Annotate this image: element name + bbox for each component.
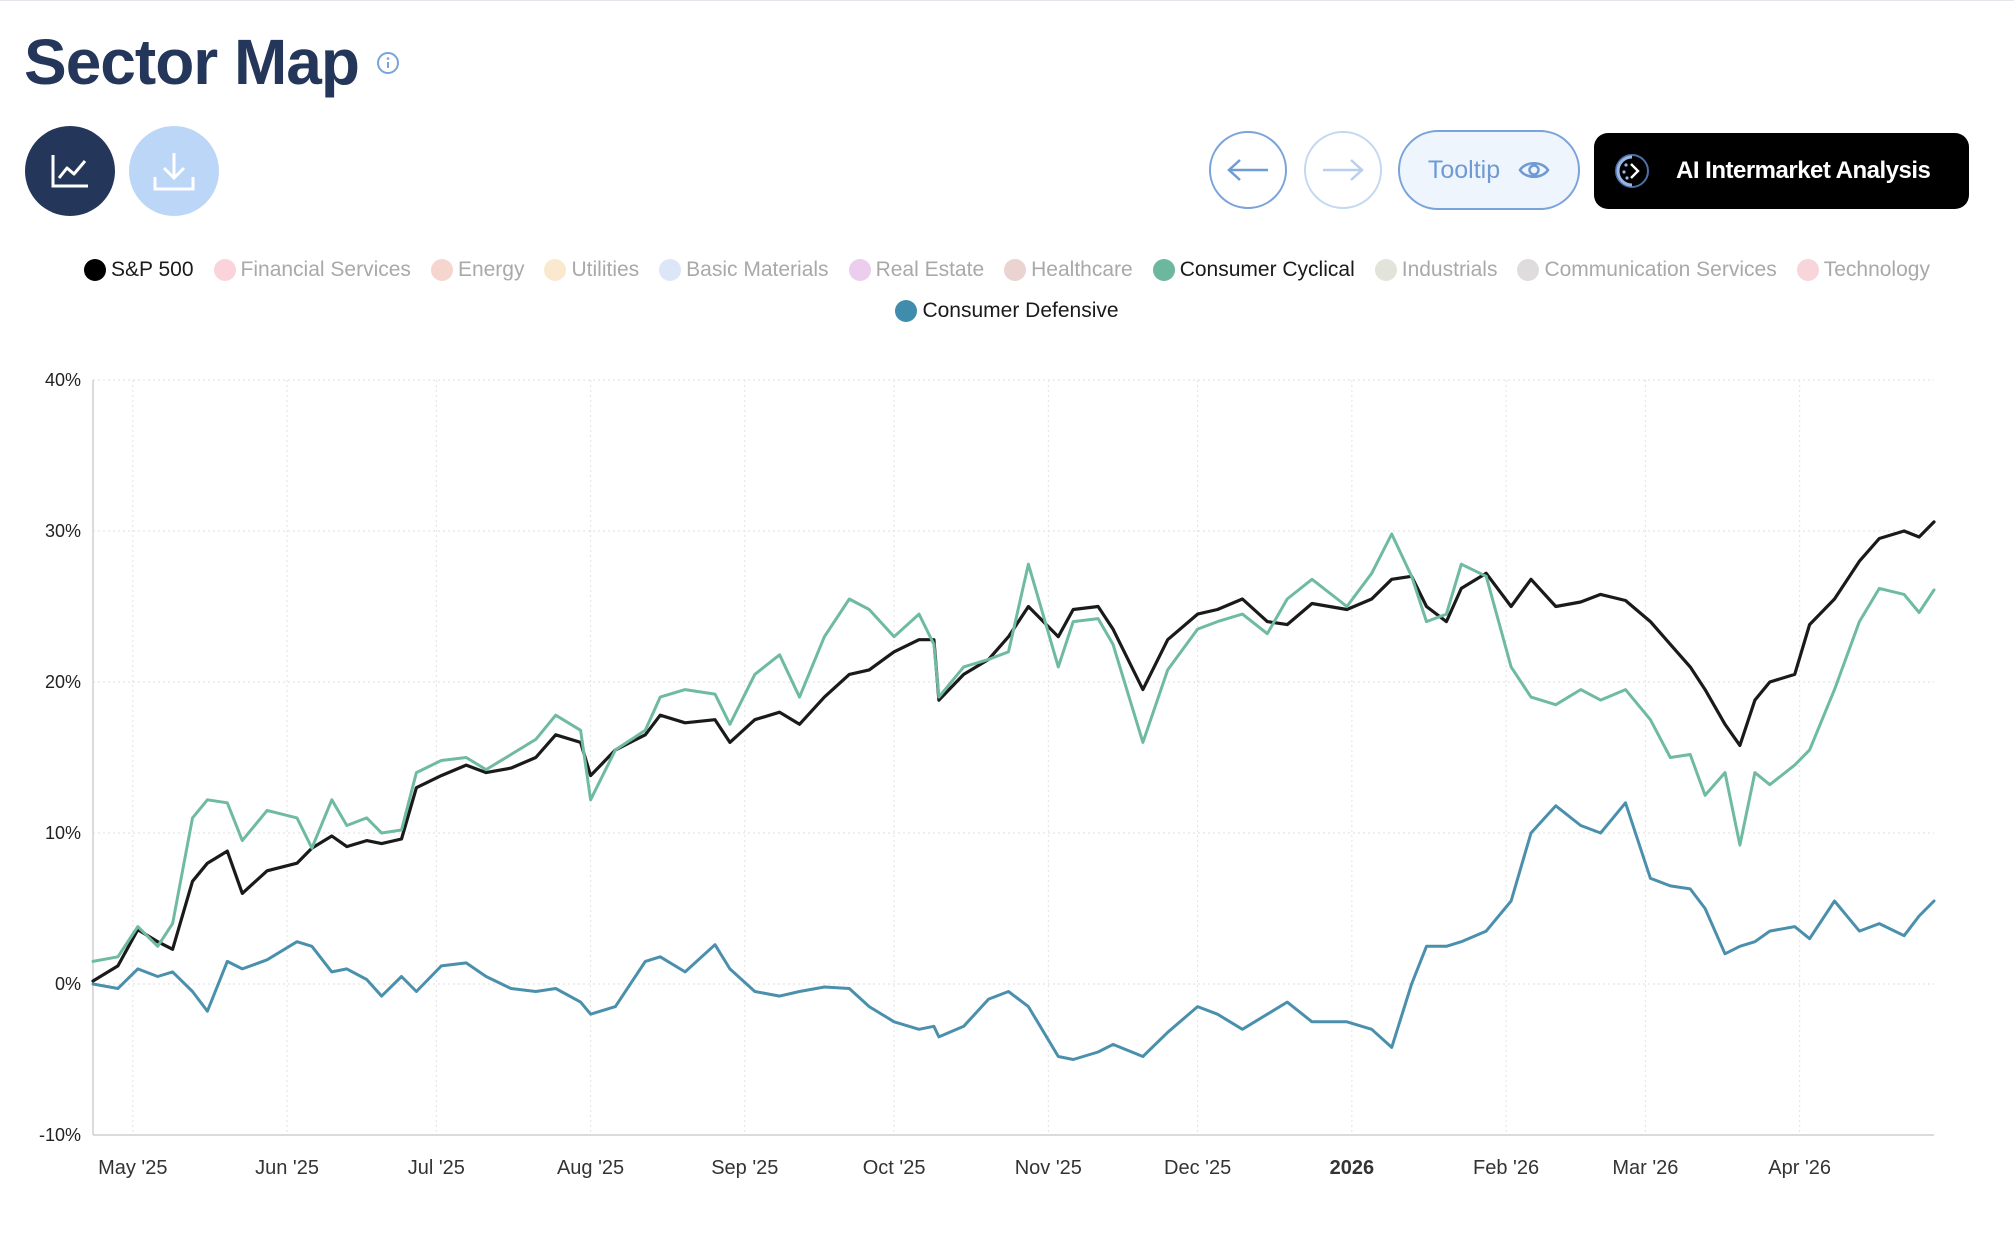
legend-item[interactable]: Consumer Cyclical	[1152, 258, 1355, 282]
legend-label: Consumer Cyclical	[1179, 258, 1355, 281]
ai-intermarket-analysis-button[interactable]: AI Intermarket Analysis	[1594, 133, 1969, 209]
legend-label: Communication Services	[1544, 258, 1777, 281]
x-tick-label: 2026	[1330, 1157, 1375, 1179]
legend-label: Utilities	[571, 258, 640, 281]
eye-icon	[1518, 162, 1550, 178]
x-tick-label: Oct '25	[863, 1157, 926, 1179]
legend-row-2: Consumer Defensive	[0, 299, 2014, 323]
y-tick-label: 40%	[45, 370, 81, 390]
legend-swatch	[1796, 259, 1819, 281]
legend-swatch	[1152, 259, 1175, 281]
legend-label: Healthcare	[1031, 258, 1133, 281]
legend-item[interactable]: Basic Materials	[659, 258, 829, 282]
previous-button[interactable]	[1209, 131, 1287, 209]
legend-label: Financial Services	[240, 258, 411, 281]
y-tick-label: 0%	[55, 974, 81, 994]
consumer-cyclical-line	[91, 532, 1936, 963]
x-tick-label: Mar '26	[1612, 1157, 1678, 1179]
ai-analysis-label: AI Intermarket Analysis	[1676, 157, 1931, 184]
y-tick-label: -10%	[39, 1125, 81, 1145]
info-icon[interactable]	[376, 51, 400, 75]
legend-item[interactable]: Technology	[1796, 258, 1930, 282]
y-tick-label: 20%	[45, 672, 81, 692]
x-tick-label: Jun '25	[255, 1157, 319, 1179]
legend-label: Consumer Defensive	[922, 299, 1119, 322]
legend-swatch	[895, 300, 918, 322]
legend-label: Technology	[1823, 258, 1930, 281]
arrow-right-icon	[1323, 159, 1364, 181]
x-tick-label: Aug '25	[557, 1157, 624, 1179]
y-tick-label: 10%	[45, 823, 81, 843]
x-tick-label: Dec '25	[1164, 1157, 1231, 1179]
x-tick-label: Jul '25	[408, 1157, 465, 1179]
sector-performance-chart[interactable]: -10% 0% 10% 20% 30% 40% May '25 Jun '25 Jul '25 A…	[0, 340, 2014, 1234]
legend-item[interactable]: Industrials	[1374, 258, 1498, 282]
y-tick-label: 30%	[45, 521, 81, 541]
legend-swatch	[1517, 259, 1540, 281]
download-button[interactable]	[129, 126, 219, 216]
ai-brain-icon	[1615, 154, 1649, 188]
legend-item[interactable]: Communication Services	[1517, 258, 1777, 282]
legend-swatch	[213, 259, 236, 281]
legend-item[interactable]: Energy	[430, 258, 525, 282]
tooltip-label: Tooltip	[1427, 155, 1501, 184]
legend-label: Energy	[457, 258, 525, 281]
download-icon	[153, 153, 195, 191]
legend-swatch	[84, 259, 107, 281]
legend-swatch	[544, 259, 567, 281]
legend-label: S&P 500	[111, 258, 194, 281]
legend-row-1: S&P 500 Financial Services Energy Utilities…	[0, 258, 2014, 282]
legend-label: Industrials	[1401, 258, 1498, 281]
line-chart-icon	[51, 155, 88, 188]
x-tick-label: Nov '25	[1015, 1157, 1082, 1179]
legend-item[interactable]: Healthcare	[1004, 258, 1133, 282]
x-tick-label: Apr '26	[1768, 1157, 1831, 1179]
legend-item[interactable]: S&P 500	[84, 258, 194, 282]
legend-swatch	[1374, 259, 1397, 281]
chart-view-button[interactable]	[25, 126, 115, 216]
consumer-defensive-line	[91, 801, 1936, 1061]
legend-swatch	[430, 259, 453, 281]
legend-swatch	[1004, 259, 1027, 281]
x-tick-label: Sep '25	[711, 1157, 778, 1179]
x-tick-label: May '25	[98, 1157, 167, 1179]
legend-swatch	[659, 259, 682, 281]
top-divider	[0, 0, 2014, 1]
x-tick-label: Feb '26	[1473, 1157, 1539, 1179]
legend-item[interactable]: Real Estate	[848, 258, 985, 282]
legend-label: Basic Materials	[686, 258, 829, 281]
next-button[interactable]	[1304, 131, 1382, 209]
legend-label: Real Estate	[875, 258, 985, 281]
legend-item[interactable]: Consumer Defensive	[895, 299, 1119, 323]
page-title: Sector Map	[24, 26, 360, 98]
tooltip-toggle-button[interactable]: Tooltip	[1398, 130, 1580, 210]
legend-item[interactable]: Utilities	[544, 258, 639, 282]
legend-item[interactable]: Financial Services	[213, 258, 411, 282]
legend-swatch	[848, 259, 871, 281]
arrow-left-icon	[1227, 159, 1268, 181]
s-p-500-line	[91, 520, 1936, 983]
